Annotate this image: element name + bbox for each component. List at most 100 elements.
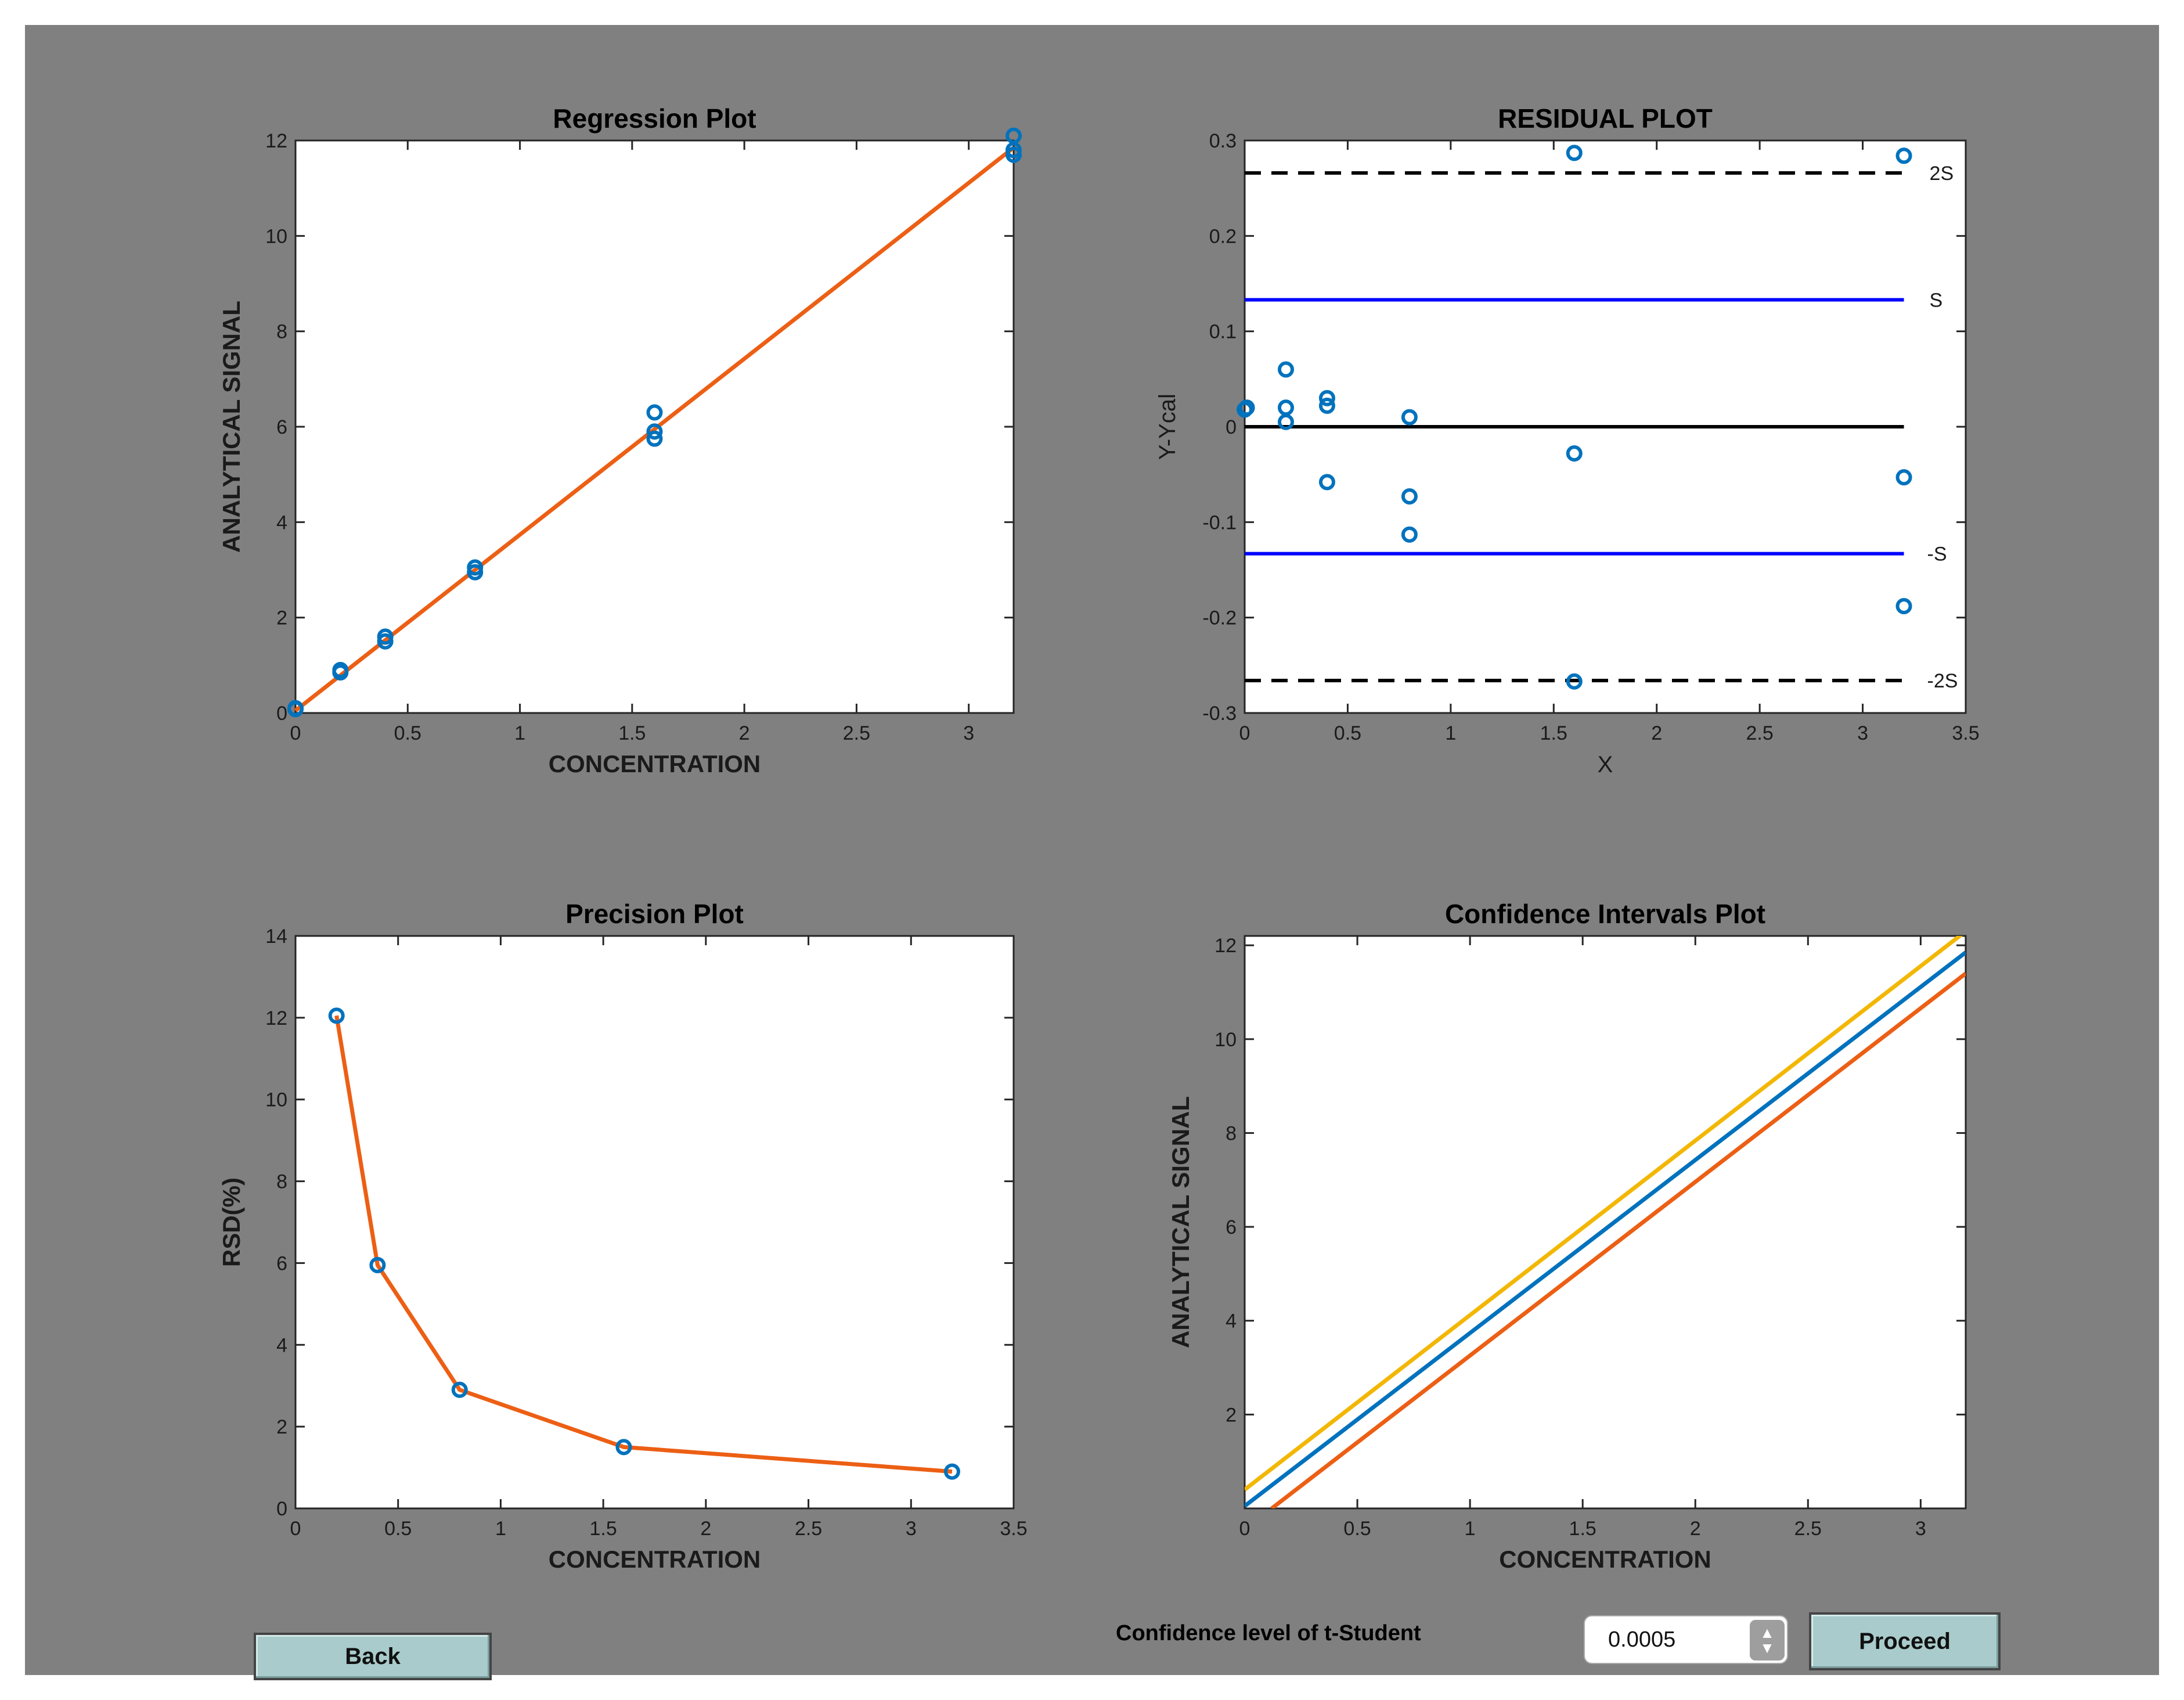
- confidence-ytick-label: 12: [1214, 935, 1237, 957]
- precision-xtick-label: 0: [290, 1518, 301, 1540]
- regression-title: Regression Plot: [553, 103, 756, 134]
- precision-point: [369, 1256, 386, 1273]
- confidence-ytick-label: 10: [1214, 1029, 1237, 1051]
- regression-point: [646, 423, 663, 440]
- confidence-xtick-label: 1.5: [1569, 1518, 1596, 1540]
- precision-xtick-label: 0.5: [384, 1518, 412, 1540]
- residual-xtick-label: 1.5: [1540, 722, 1567, 744]
- precision-series-line: [334, 1015, 953, 1474]
- residual-point: [1318, 474, 1335, 491]
- precision-plot-area: [294, 935, 1015, 1510]
- residual-ref-label: -S: [1927, 543, 1947, 566]
- confidence-ytick-label: 2: [1226, 1404, 1237, 1426]
- regression-point: [646, 430, 663, 447]
- regression-xtick-label: 1: [514, 722, 525, 744]
- confidence-ylabel: ANALYTICAL SIGNAL: [1167, 1096, 1194, 1348]
- regression-xtick-label: 0.5: [394, 722, 421, 744]
- regression-xtick-label: 2.5: [843, 722, 870, 744]
- regression-ytick-label: 0: [276, 703, 287, 725]
- precision-ytick-label: 14: [265, 925, 287, 948]
- residual-xtick-label: 2.5: [1746, 722, 1774, 744]
- confidence-title: Confidence Intervals Plot: [1445, 899, 1765, 929]
- residual-ytick-label: 0.1: [1209, 321, 1237, 343]
- residual-ytick-label: 0.3: [1209, 130, 1237, 152]
- residual-ref-label: -2S: [1927, 670, 1958, 692]
- residual-xtick-label: 1: [1445, 722, 1456, 744]
- regression-xtick-label: 1.5: [618, 722, 646, 744]
- precision-xlabel: CONCENTRATION: [549, 1546, 761, 1573]
- residual-point: [1318, 390, 1335, 406]
- residual-ref-label: 2S: [1930, 163, 1954, 185]
- confidence-xtick-label: 2.5: [1794, 1518, 1822, 1540]
- precision-ytick-label: 8: [276, 1171, 287, 1193]
- regression-point: [287, 700, 304, 716]
- residual-xlabel: X: [1598, 752, 1613, 777]
- precision-xtick-label: 2.5: [795, 1518, 822, 1540]
- residual-point: [1401, 526, 1418, 543]
- regression-point: [646, 404, 663, 421]
- back-button[interactable]: Back: [254, 1633, 492, 1680]
- residual-point: [1895, 147, 1912, 164]
- residual-ylabel: Y-Ycal: [1155, 394, 1180, 460]
- residual-point: [1401, 488, 1418, 505]
- precision-point: [451, 1381, 468, 1398]
- confidence-xtick-label: 0: [1239, 1518, 1250, 1540]
- residual-xtick-label: 3.5: [1952, 722, 1979, 744]
- precision-ytick-label: 4: [276, 1334, 287, 1356]
- residual-ytick-label: 0: [1226, 416, 1237, 438]
- precision-xtick-label: 1.5: [590, 1518, 617, 1540]
- regression-ytick-label: 2: [276, 607, 287, 629]
- residual-point: [1277, 361, 1294, 378]
- precision-point: [615, 1439, 632, 1456]
- precision-point: [328, 1007, 345, 1024]
- regression-chart: 0 0.5 1 1.5 2 2.5 3 0 2 4 6 8 10 12 Regression Plot CON…: [218, 103, 1022, 777]
- regression-point: [332, 662, 349, 679]
- confidence-ytick-label: 8: [1226, 1122, 1237, 1144]
- chevron-up-icon[interactable]: ▲: [1760, 1624, 1775, 1641]
- precision-ytick-label: 6: [276, 1252, 287, 1274]
- confidence-chart: 0 0.5 1 1.5 2 2.5 3 2 4 6 8 10 12 Confidence Interval…: [1167, 899, 1967, 1573]
- regression-ytick-label: 4: [276, 512, 287, 534]
- residual-point: [1566, 445, 1583, 462]
- confidence-upper-line: [1245, 936, 1963, 1492]
- chevron-down-icon[interactable]: ▼: [1760, 1639, 1775, 1656]
- residual-point: [1566, 673, 1583, 690]
- confidence-level-label: Confidence level of t-Student: [1116, 1621, 1421, 1645]
- precision-xtick-label: 3.5: [1000, 1518, 1027, 1540]
- regression-xtick-label: 0: [290, 722, 301, 744]
- confidence-xlabel: CONCENTRATION: [1499, 1546, 1711, 1573]
- precision-ylabel: RSD(%): [218, 1177, 245, 1267]
- residual-xtick-label: 0.5: [1334, 722, 1361, 744]
- precision-xtick-label: 3: [906, 1518, 917, 1540]
- confidence-fit-line: [1245, 950, 1966, 1508]
- confidence-lower-line: [1270, 971, 1966, 1508]
- residual-point: [1566, 145, 1583, 161]
- spinner-arrows-icon[interactable]: ▲ ▼: [1750, 1620, 1785, 1661]
- residual-ytick-label: 0.2: [1209, 225, 1237, 247]
- confidence-ytick-label: 6: [1226, 1216, 1237, 1238]
- residual-xtick-label: 2: [1651, 722, 1662, 744]
- precision-chart: 0 0.5 1 1.5 2 2.5 3 3.5 0 2 4 6 8 10 12 14 Precision Plo…: [218, 899, 1028, 1573]
- residual-title: RESIDUAL PLOT: [1498, 103, 1713, 134]
- precision-ytick-label: 0: [276, 1498, 287, 1520]
- precision-xtick-label: 1: [495, 1518, 506, 1540]
- regression-ytick-label: 8: [276, 321, 287, 343]
- residual-point: [1401, 409, 1418, 426]
- regression-ytick-label: 6: [276, 416, 287, 438]
- regression-xtick-label: 2: [739, 722, 750, 744]
- precision-title: Precision Plot: [565, 899, 744, 929]
- residual-ref-label: S: [1930, 289, 1943, 311]
- confidence-level-input[interactable]: [1587, 1619, 1744, 1661]
- precision-ytick-label: 10: [265, 1089, 287, 1111]
- precision-xtick-label: 2: [700, 1518, 711, 1540]
- regression-ytick-label: 10: [265, 225, 287, 247]
- confidence-xtick-label: 1: [1465, 1518, 1476, 1540]
- proceed-button[interactable]: Proceed: [1809, 1612, 2001, 1670]
- regression-point: [1005, 127, 1022, 144]
- residual-ytick-label: -0.1: [1202, 512, 1237, 534]
- residual-xtick-label: 3: [1857, 722, 1868, 744]
- confidence-level-spinner[interactable]: ▲ ▼: [1584, 1615, 1788, 1664]
- residual-point: [1238, 399, 1255, 416]
- regression-point: [377, 628, 394, 645]
